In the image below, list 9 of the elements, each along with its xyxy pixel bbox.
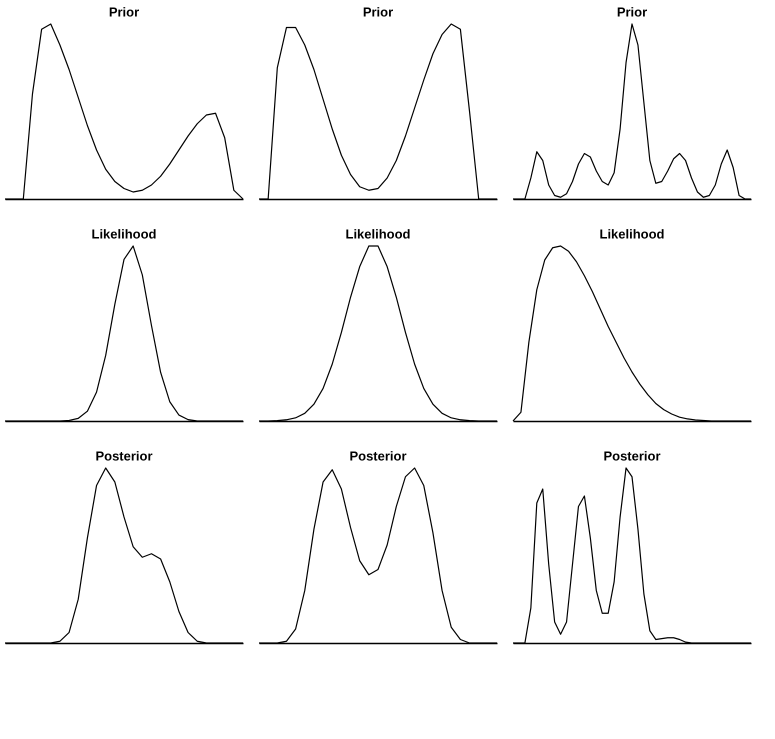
chart-title: Posterior bbox=[95, 448, 153, 464]
chart-title: Likelihood bbox=[600, 226, 665, 242]
chart-title: Likelihood bbox=[346, 226, 411, 242]
chart-title: Posterior bbox=[349, 448, 407, 464]
chart-title: Posterior bbox=[603, 448, 661, 464]
chart-title: Likelihood bbox=[92, 226, 157, 242]
chart-title: Prior bbox=[616, 4, 648, 20]
chart-title: Prior bbox=[108, 4, 140, 20]
chart-title: Prior bbox=[362, 4, 394, 20]
